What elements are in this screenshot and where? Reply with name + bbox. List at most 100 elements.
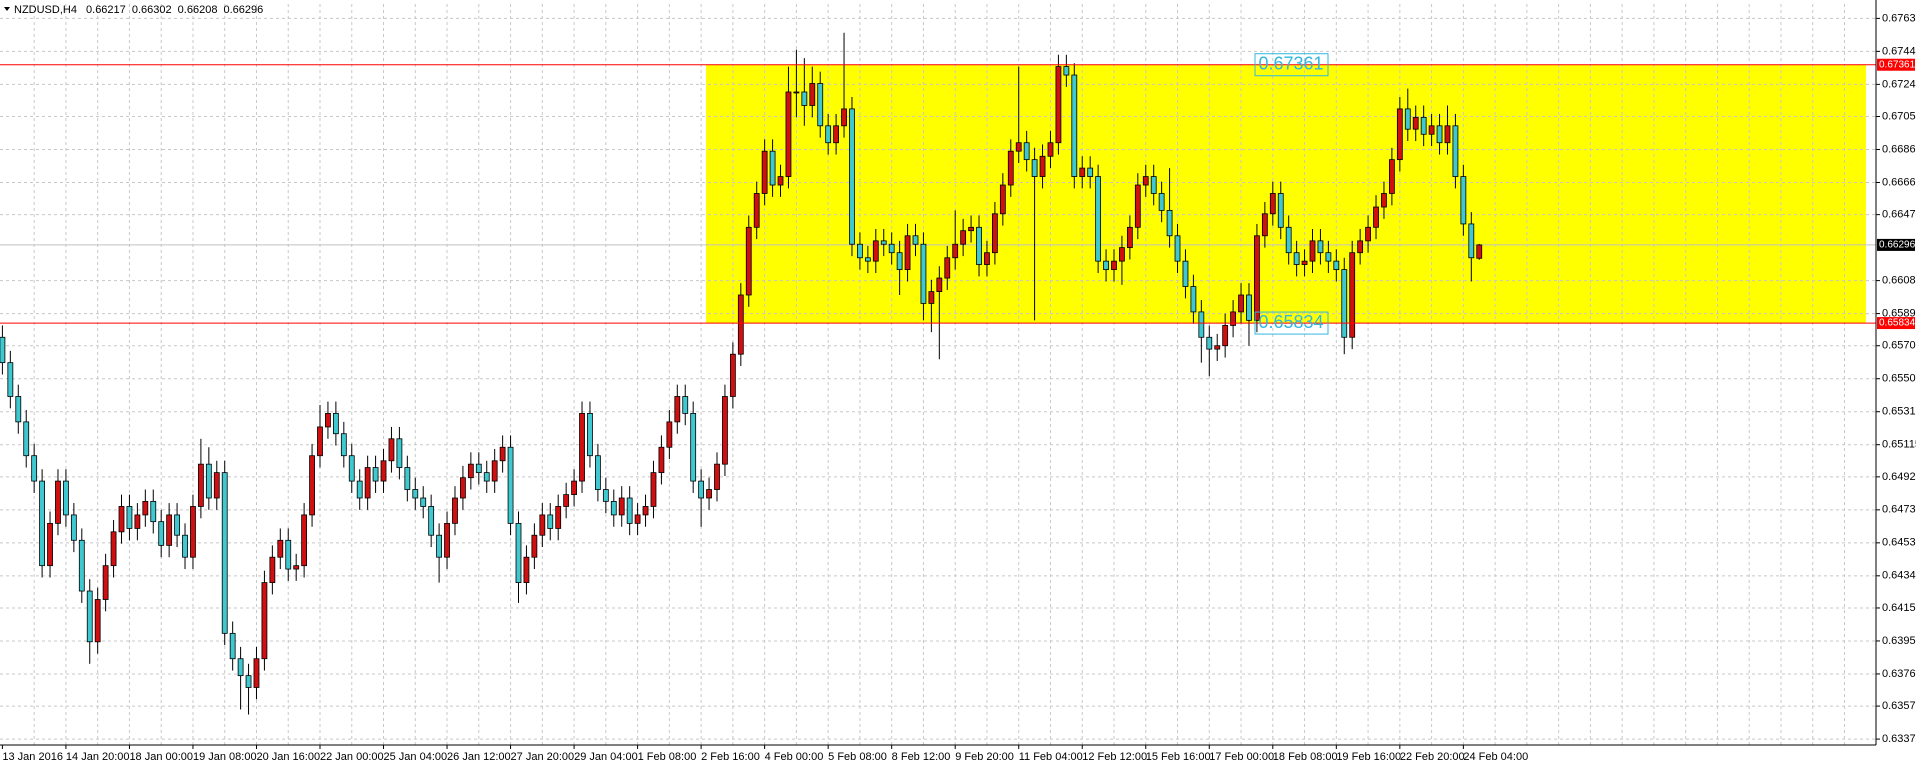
candle-body [1007,150,1014,186]
candle-body [245,675,252,688]
x-tick-label: 5 Feb 08:00 [828,751,887,763]
candle-body [7,362,14,397]
candle-body [1357,240,1364,254]
candle-body [587,413,593,457]
candle-body [23,421,30,457]
candle-body [364,467,371,499]
candle-body [1365,226,1371,242]
candle-body [205,463,212,499]
candle-body [1206,336,1213,350]
candle-body [674,396,681,423]
candle-body [110,531,117,567]
candle-body [499,446,506,462]
candle-body [1126,226,1133,249]
candle-body [1333,260,1340,271]
candle-body [1119,247,1125,262]
candle-body [714,463,720,490]
candle-body [332,413,339,435]
candle-body [348,455,355,482]
candle-body [809,83,816,106]
x-tick-label: 1 Feb 08:00 [638,751,697,763]
candle-body [952,243,959,259]
candle-body [1452,125,1459,177]
candle-body [86,590,93,643]
level-axis-box [1877,58,1915,71]
x-tick-label: 9 Feb 20:00 [955,751,1014,763]
candle-body [936,277,943,293]
candle-body [539,514,546,536]
x-tick-label: 20 Jan 16:00 [256,751,320,763]
candle-body [968,226,974,232]
candle-body [1317,240,1324,254]
candle-body [1381,193,1387,208]
candle-body [309,455,315,516]
candle-body [102,565,109,600]
candle-body [1444,125,1451,144]
x-tick-label: 2 Feb 16:00 [701,751,760,763]
candle-body [174,514,180,536]
candle-body [618,497,625,516]
candle-body [452,497,458,524]
candle-body [253,658,260,688]
candle-body [118,506,125,533]
candle-body [444,522,450,558]
candle-body [960,230,967,245]
candle-body [650,472,657,507]
y-tick-label: 0.63955 [1882,635,1916,647]
candle-body [1254,235,1260,321]
candle-body [1023,142,1030,161]
candle-body [380,460,387,482]
candle-body [1111,260,1117,271]
candle-body [698,480,705,499]
candle-body [706,489,712,499]
candle-body [428,506,435,536]
candle-body [1404,108,1411,130]
candle-body [976,226,982,265]
candle-body [817,83,824,127]
candle-body [388,438,395,462]
candle-body [571,480,577,496]
candle-body [602,489,609,502]
candle-body [1261,213,1268,237]
candle-body [984,252,990,265]
candle-body [356,480,363,499]
candle-body [864,257,871,262]
candle-body [761,150,768,194]
candle-body [182,534,188,558]
candle-body [317,426,323,457]
candle-body [722,396,728,465]
candle-body [1325,252,1332,262]
y-tick-label: 0.67635 [1882,12,1916,24]
x-tick-label: 8 Feb 12:00 [892,751,951,763]
candle-body [825,125,832,144]
zone-layer [706,64,1866,324]
candle-body [1079,167,1086,177]
x-tick-label: 25 Jan 04:00 [384,751,448,763]
candle-body [1428,125,1435,135]
candle-body [70,514,77,541]
candle-body [237,658,244,677]
last-close: 0.66296 [224,4,264,16]
last-low: 0.66208 [178,4,218,16]
header: NZDUSD,H4 0.66217 0.66302 0.66208 0.6629… [4,4,263,16]
header-icon [4,7,10,11]
candle-body [158,521,165,546]
level-label-box [1254,311,1329,335]
x-tick-label: 18 Jan 00:00 [129,751,193,763]
header-text: NZDUSD,H4 0.66217 0.66302 0.66208 0.6629… [14,4,263,16]
candle-body [1468,223,1475,259]
candle-body [1222,325,1229,347]
last-open: 0.66217 [86,4,126,16]
x-tick-label: 19 Feb 16:00 [1336,751,1401,763]
x-tick-label: 17 Feb 00:00 [1209,751,1274,763]
candle-body [483,472,490,482]
y-tick-label: 0.66085 [1882,275,1916,287]
candle-body [523,556,530,583]
